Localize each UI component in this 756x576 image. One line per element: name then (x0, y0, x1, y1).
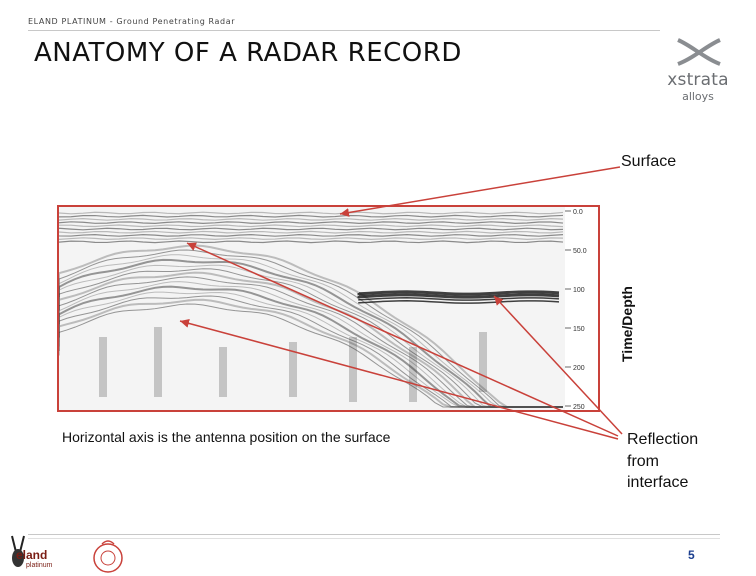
dark-patch (349, 337, 357, 402)
badge-arc (101, 540, 115, 545)
depth-scale-strip (565, 207, 598, 410)
horizontal-axis-caption: Horizontal axis is the antenna position … (62, 429, 391, 445)
radar-record-image: 0.0 50.0 100 150 200 250 (57, 205, 600, 412)
depth-tick-label: 150 (573, 326, 585, 333)
reflection-band (59, 214, 564, 218)
reflection-label-line-3: interface (627, 474, 689, 491)
header-caption: ELAND PLATINUM - Ground Penetrating Rada… (28, 17, 236, 26)
logo-swoosh-2 (677, 38, 721, 66)
reflection-band (59, 227, 564, 231)
depth-tick-label: 100 (573, 287, 585, 294)
depth-tick-label: 50.0 (573, 248, 587, 255)
dark-patch (479, 332, 487, 392)
dark-patch (289, 342, 297, 397)
time-depth-axis-label: Time/Depth (619, 286, 635, 362)
reflection-label: Reflection from interface (627, 429, 737, 494)
reflection-band (59, 234, 564, 237)
dark-patch (409, 347, 417, 402)
header-divider (28, 30, 660, 31)
reflection-band (59, 224, 564, 228)
reflection-label-line-1: Reflection (627, 431, 699, 448)
dark-patch (154, 327, 162, 397)
reflection-band (59, 217, 564, 221)
dark-patch (99, 337, 107, 397)
radargram: 0.0 50.0 100 150 200 250 (59, 207, 598, 410)
eland-subtitle: platinum (26, 562, 53, 569)
reflection-band (59, 237, 564, 241)
xstrata-logo (677, 38, 721, 66)
reflection-band (59, 230, 564, 234)
eland-wordmark: eland (16, 548, 48, 562)
footer-divider (28, 534, 720, 535)
reflection-label-line-2: from (627, 452, 659, 470)
eland-horns (11, 535, 25, 553)
footer-divider-secondary (28, 538, 720, 539)
safety-badge-logo (93, 540, 123, 573)
depth-tick-label: 0.0 (573, 209, 583, 216)
badge-ring (93, 543, 123, 573)
reflection-band (59, 240, 564, 244)
eland-logo (11, 535, 25, 567)
dark-patch (219, 347, 227, 397)
reflection-band (59, 221, 564, 224)
logo-subtitle: alloys (682, 90, 714, 103)
eland-head (12, 549, 24, 567)
depth-tick-label: 200 (573, 365, 585, 372)
page-title: ANATOMY OF A RADAR RECORD (34, 38, 462, 68)
page-number: 5 (688, 548, 695, 562)
surface-label: Surface (621, 153, 677, 170)
badge-inner-ring (100, 550, 116, 566)
logo-wordmark: xstrata (667, 70, 729, 90)
depth-tick-label: 250 (573, 404, 585, 410)
